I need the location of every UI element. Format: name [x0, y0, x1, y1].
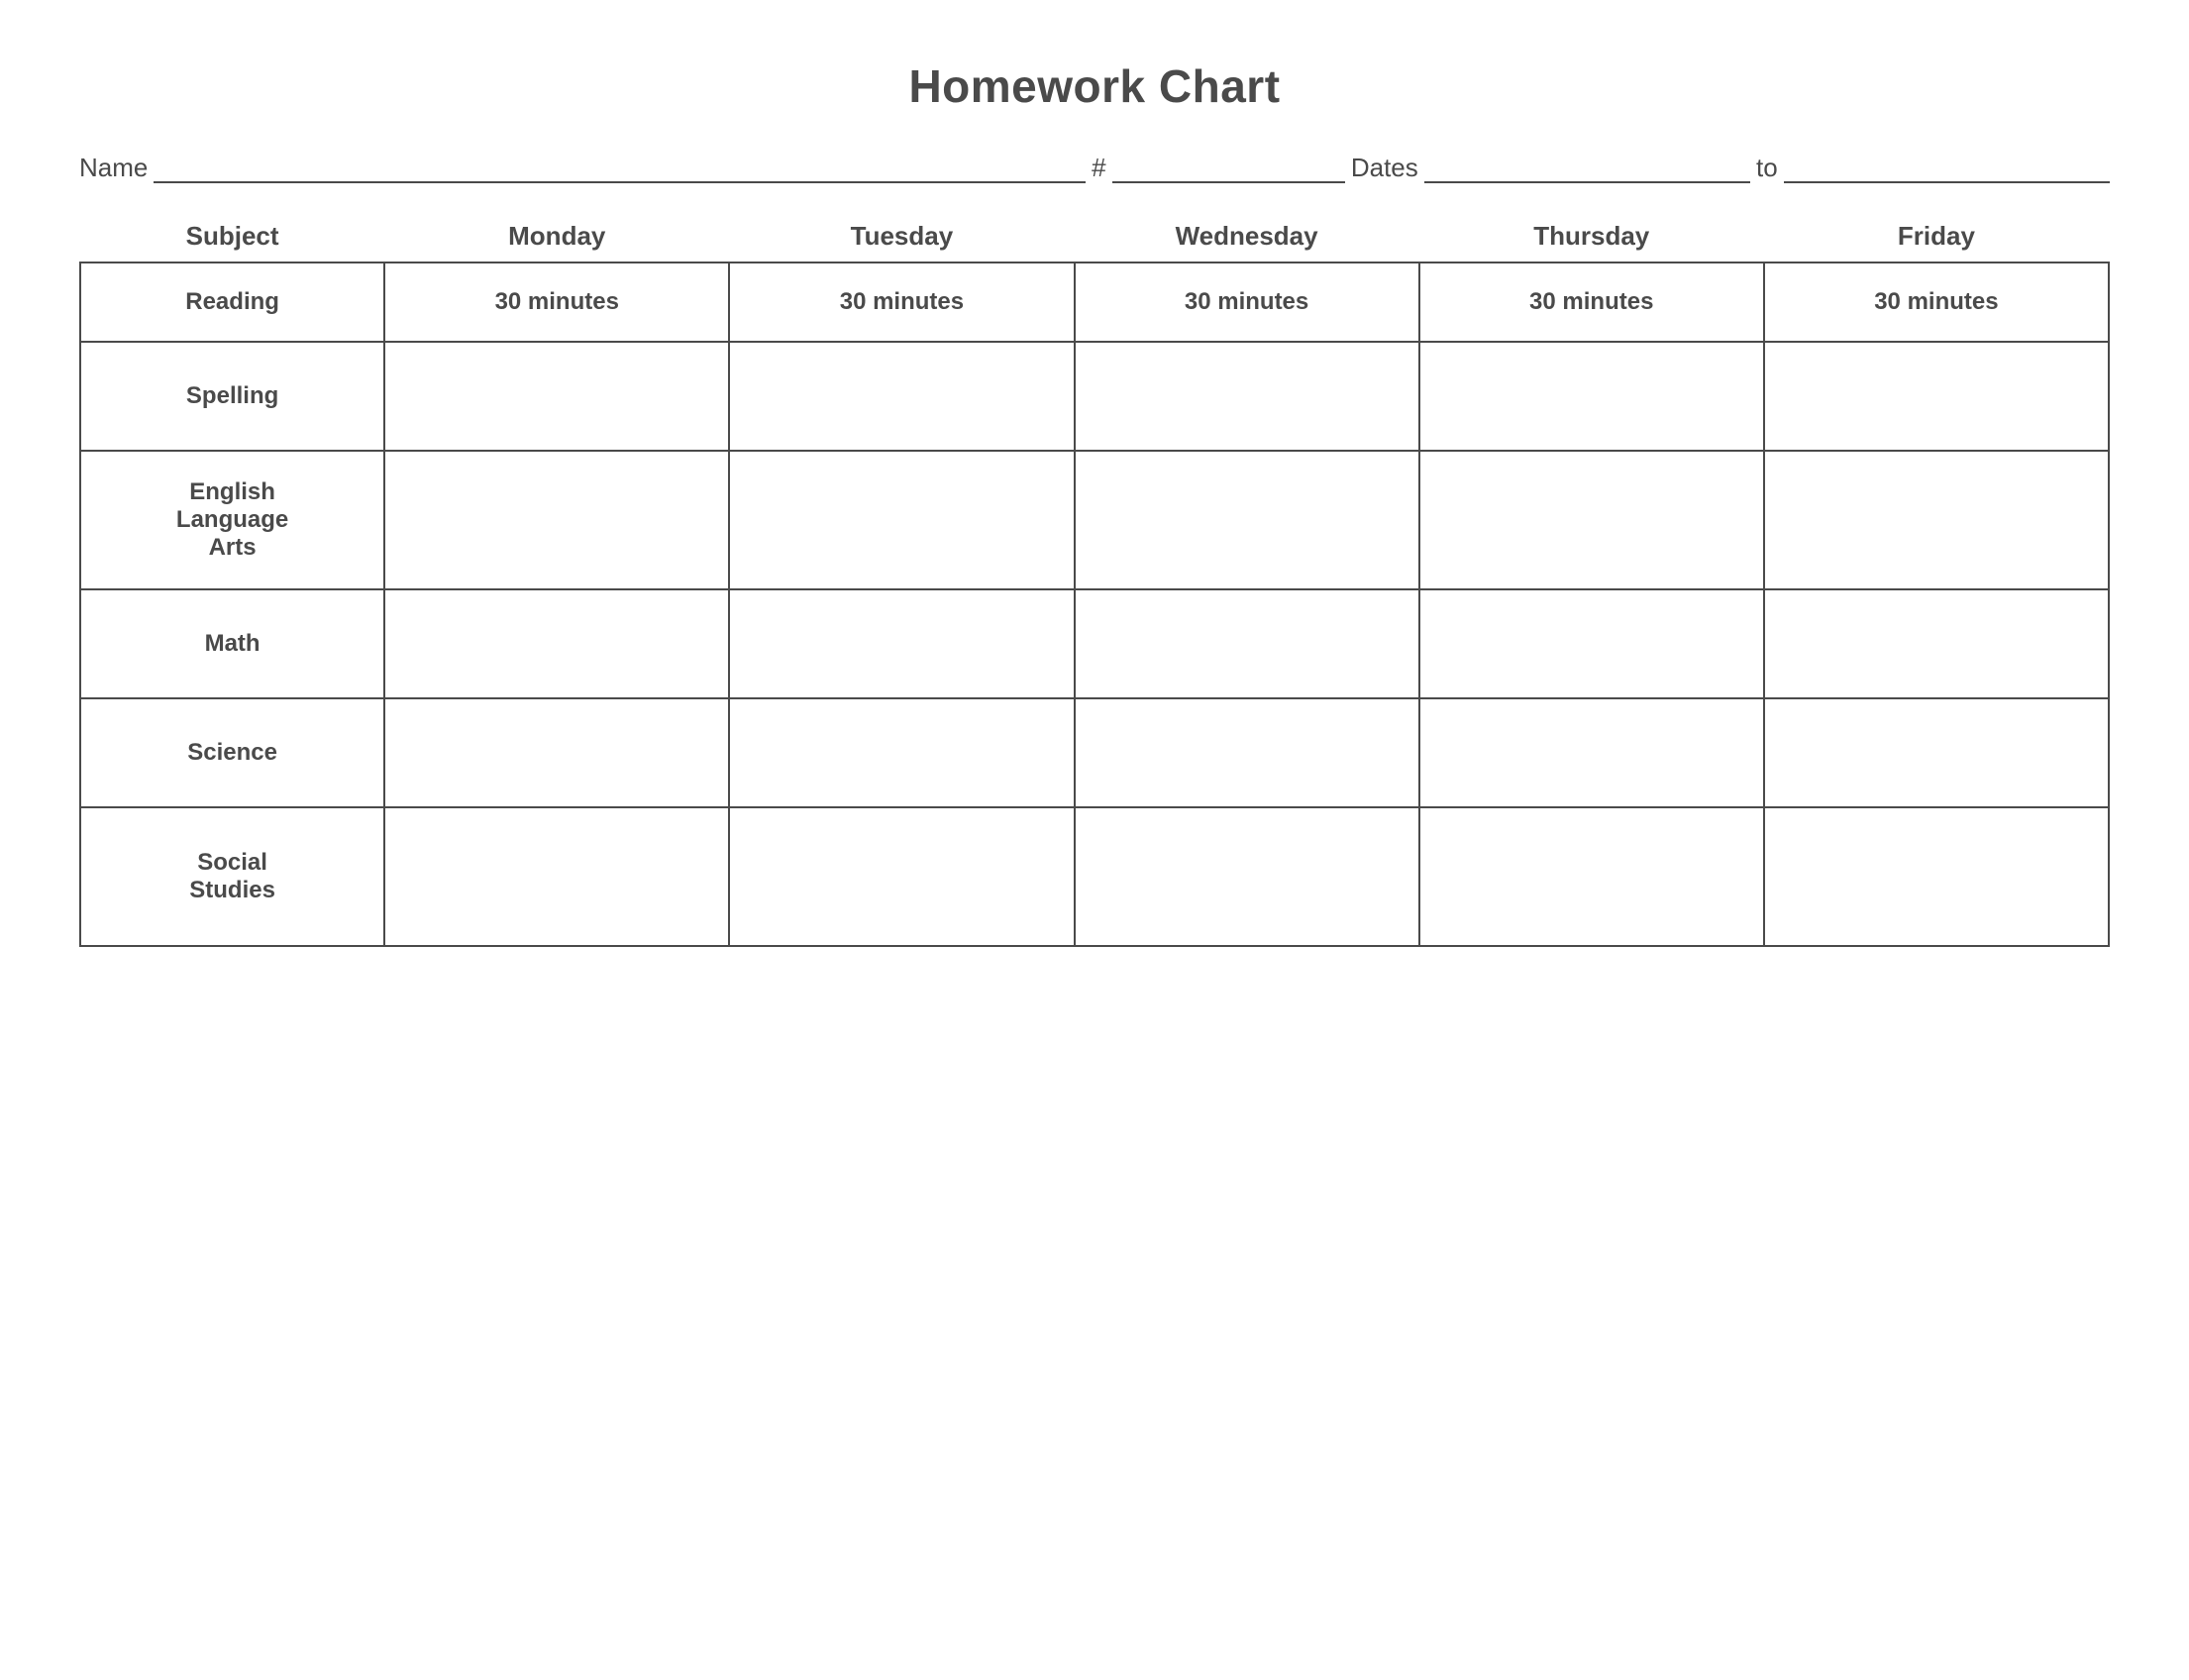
day-cell[interactable]: 30 minutes [1419, 262, 1764, 342]
day-cell[interactable] [1075, 807, 1419, 946]
subject-cell: SocialStudies [80, 807, 384, 946]
day-cell[interactable] [729, 698, 1074, 807]
subject-cell: Spelling [80, 342, 384, 451]
page-title: Homework Chart [79, 59, 2110, 113]
table-row: SocialStudies [80, 807, 2109, 946]
col-header-tuesday: Tuesday [729, 213, 1074, 262]
name-blank[interactable] [154, 155, 1086, 183]
day-cell[interactable]: 30 minutes [729, 262, 1074, 342]
day-cell[interactable] [1419, 589, 1764, 698]
col-header-subject: Subject [80, 213, 384, 262]
day-cell[interactable] [384, 451, 729, 589]
day-cell[interactable] [1419, 342, 1764, 451]
day-cell[interactable] [384, 807, 729, 946]
day-cell[interactable] [729, 589, 1074, 698]
date-from-blank[interactable] [1424, 155, 1750, 183]
homework-table: Subject Monday Tuesday Wednesday Thursda… [79, 213, 2110, 947]
day-cell[interactable] [1764, 589, 2109, 698]
col-header-wednesday: Wednesday [1075, 213, 1419, 262]
day-cell[interactable] [384, 698, 729, 807]
table-row: Math [80, 589, 2109, 698]
day-cell[interactable] [1075, 342, 1419, 451]
number-blank[interactable] [1112, 155, 1345, 183]
subject-cell: Reading [80, 262, 384, 342]
day-cell[interactable] [1764, 698, 2109, 807]
subject-cell: Math [80, 589, 384, 698]
number-label: # [1092, 153, 1105, 183]
col-header-monday: Monday [384, 213, 729, 262]
day-cell[interactable] [1075, 451, 1419, 589]
table-row: Reading30 minutes30 minutes30 minutes30 … [80, 262, 2109, 342]
name-label: Name [79, 153, 148, 183]
col-header-friday: Friday [1764, 213, 2109, 262]
dates-label: Dates [1351, 153, 1418, 183]
col-header-thursday: Thursday [1419, 213, 1764, 262]
info-line: Name # Dates to [79, 153, 2110, 183]
day-cell[interactable]: 30 minutes [1075, 262, 1419, 342]
day-cell[interactable] [729, 342, 1074, 451]
subject-cell: Science [80, 698, 384, 807]
day-cell[interactable] [729, 807, 1074, 946]
day-cell[interactable] [1075, 589, 1419, 698]
day-cell[interactable] [1764, 342, 2109, 451]
day-cell[interactable] [1764, 807, 2109, 946]
table-row: Science [80, 698, 2109, 807]
to-label: to [1756, 153, 1778, 183]
table-row: EnglishLanguageArts [80, 451, 2109, 589]
day-cell[interactable] [1419, 807, 1764, 946]
day-cell[interactable] [1419, 451, 1764, 589]
day-cell[interactable] [1764, 451, 2109, 589]
day-cell[interactable] [1075, 698, 1419, 807]
day-cell[interactable]: 30 minutes [384, 262, 729, 342]
day-cell[interactable] [1419, 698, 1764, 807]
day-cell[interactable]: 30 minutes [1764, 262, 2109, 342]
day-cell[interactable] [729, 451, 1074, 589]
day-cell[interactable] [384, 589, 729, 698]
subject-cell: EnglishLanguageArts [80, 451, 384, 589]
day-cell[interactable] [384, 342, 729, 451]
table-header-row: Subject Monday Tuesday Wednesday Thursda… [80, 213, 2109, 262]
date-to-blank[interactable] [1784, 155, 2110, 183]
table-row: Spelling [80, 342, 2109, 451]
